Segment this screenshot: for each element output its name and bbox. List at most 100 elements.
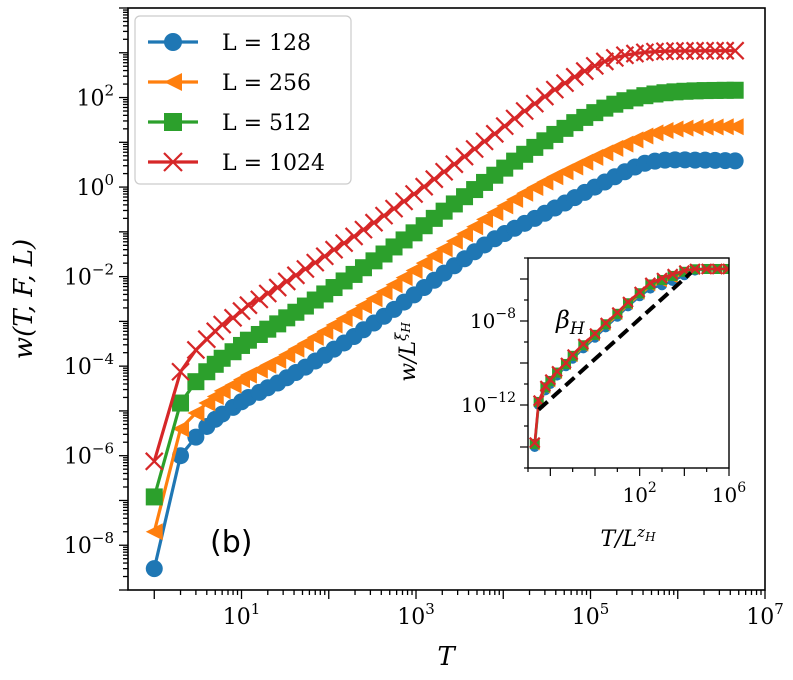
data-point-s1-16 bbox=[316, 322, 334, 340]
data-point-s1-53 bbox=[686, 119, 704, 137]
data-point-s3-35 bbox=[505, 109, 524, 128]
legend-label: L = 256 bbox=[222, 71, 311, 96]
data-point-s3-18 bbox=[334, 233, 354, 253]
data-point-s1-29 bbox=[445, 232, 463, 250]
x-tick-label: 107 bbox=[746, 600, 784, 630]
data-point-s1-50 bbox=[656, 122, 674, 140]
data-point-s2-1 bbox=[172, 394, 190, 412]
legend-label: L = 512 bbox=[222, 111, 311, 136]
data-point-s3-27 bbox=[425, 169, 444, 189]
data-point-s3-40 bbox=[555, 73, 575, 93]
data-point-s0-0 bbox=[145, 560, 163, 578]
data-point-s1-24 bbox=[395, 269, 413, 287]
data-point-s1-0 bbox=[145, 523, 163, 541]
inset-y-tick-label: 10−8 bbox=[470, 306, 516, 333]
data-point-s1-33 bbox=[486, 204, 504, 222]
data-point-s3-14 bbox=[296, 259, 315, 279]
legend: L = 128 L = 256 L = 512 L = 1024 bbox=[134, 15, 352, 185]
data-point-s1-34 bbox=[496, 197, 514, 215]
y-tick-label: 10−8 bbox=[64, 529, 114, 559]
data-point-s1-14 bbox=[296, 335, 314, 353]
inset-data-point-s2-15 bbox=[667, 270, 678, 281]
data-point-s3-20 bbox=[354, 220, 373, 239]
inset-data-point-s3-17 bbox=[689, 263, 701, 275]
legend-item: L = 512 bbox=[148, 111, 311, 136]
data-point-s1-15 bbox=[306, 328, 324, 346]
data-point-s1-3 bbox=[198, 394, 216, 412]
inset-data-point-s3-4 bbox=[551, 365, 563, 378]
data-point-s3-33 bbox=[485, 124, 505, 144]
data-point-s3-9 bbox=[250, 290, 269, 309]
y-axis-label: w(T, F, L) bbox=[9, 239, 39, 359]
data-point-s3-16 bbox=[315, 246, 335, 266]
data-point-s1-57 bbox=[726, 118, 744, 136]
inset-plot-area bbox=[528, 258, 729, 468]
legend-marker bbox=[164, 73, 182, 91]
data-point-s2-0 bbox=[145, 488, 163, 506]
data-point-s0-2 bbox=[187, 428, 205, 446]
inset-data-point-s3-6 bbox=[566, 348, 579, 361]
data-point-s3-39 bbox=[545, 80, 565, 99]
data-point-s3-12 bbox=[277, 272, 297, 291]
data-point-s1-30 bbox=[456, 225, 474, 243]
data-point-s3-19 bbox=[344, 227, 364, 246]
data-point-s0-57 bbox=[726, 152, 744, 170]
data-point-s1-27 bbox=[425, 247, 443, 265]
data-point-s3-24 bbox=[394, 192, 414, 211]
data-point-s3-11 bbox=[268, 278, 287, 297]
data-point-s3-37 bbox=[525, 94, 545, 113]
data-point-s3-8 bbox=[239, 295, 258, 315]
data-point-s1-18 bbox=[335, 310, 353, 328]
inset-data-point-s3-10 bbox=[611, 306, 624, 319]
y-tick-label: 10−2 bbox=[64, 261, 114, 291]
legend-marker bbox=[163, 152, 183, 172]
data-point-s3-43 bbox=[585, 56, 605, 76]
data-point-s3-17 bbox=[324, 240, 344, 259]
data-point-s1-54 bbox=[696, 118, 714, 136]
main-ticks: 101 103 105 107 10−8 10−6 10−4 10−2 100 102 bbox=[64, 7, 784, 630]
legend-item: L = 128 bbox=[148, 31, 311, 56]
data-point-s1-23 bbox=[385, 276, 403, 294]
inset-data-point-s3-20 bbox=[722, 263, 729, 275]
data-point-s3-34 bbox=[495, 116, 515, 136]
data-point-s3-5 bbox=[212, 315, 232, 334]
inset-data-point-s3-14 bbox=[656, 272, 668, 284]
data-point-s3-21 bbox=[364, 213, 384, 232]
data-point-s1-25 bbox=[405, 261, 423, 279]
panel-label: (b) bbox=[210, 525, 252, 560]
data-point-s3-29 bbox=[445, 154, 464, 174]
data-point-s3-13 bbox=[286, 266, 306, 285]
inset-data-point-s3-19 bbox=[711, 263, 724, 275]
inset-data-point-s3-15 bbox=[666, 268, 679, 280]
data-point-s3-26 bbox=[414, 177, 434, 196]
data-point-s1-22 bbox=[375, 283, 393, 301]
legend-marker bbox=[164, 113, 182, 131]
legend-label: L = 128 bbox=[222, 31, 311, 56]
data-point-s1-17 bbox=[325, 316, 343, 334]
x-tick-label: 101 bbox=[223, 600, 261, 630]
data-point-s1-28 bbox=[435, 240, 453, 258]
data-point-s3-42 bbox=[575, 61, 595, 81]
inset-data-point-s3-12 bbox=[633, 286, 646, 298]
y-tick-label: 100 bbox=[76, 171, 114, 201]
x-tick-label: 103 bbox=[397, 600, 435, 630]
data-point-s1-51 bbox=[666, 120, 684, 138]
main-plot-frame bbox=[127, 7, 766, 591]
legend-marker bbox=[164, 33, 182, 51]
data-point-s3-36 bbox=[515, 101, 534, 121]
inset-data-point-s3-18 bbox=[700, 263, 713, 275]
data-point-s3-10 bbox=[258, 284, 278, 303]
data-point-s3-30 bbox=[455, 147, 474, 166]
y-tick-label: 102 bbox=[76, 82, 114, 112]
legend-label: L = 1024 bbox=[222, 151, 325, 176]
inset-plot-frame bbox=[527, 257, 730, 469]
data-point-s3-31 bbox=[465, 139, 484, 159]
data-point-s1-35 bbox=[506, 190, 524, 208]
data-point-s2-57 bbox=[726, 81, 744, 99]
legend-box bbox=[134, 15, 352, 185]
data-point-s3-41 bbox=[565, 67, 585, 87]
data-point-s1-19 bbox=[345, 303, 363, 321]
data-point-s1-2 bbox=[187, 404, 205, 422]
